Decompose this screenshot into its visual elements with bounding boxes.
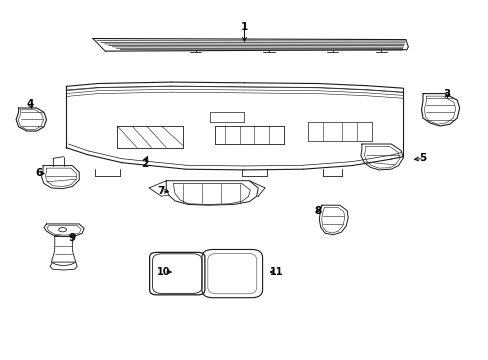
Text: 5: 5: [419, 153, 426, 163]
Text: 9: 9: [69, 233, 76, 243]
Text: 10: 10: [157, 267, 170, 277]
Text: 7: 7: [157, 186, 165, 196]
Text: 2: 2: [141, 159, 147, 169]
Text: 8: 8: [314, 206, 321, 216]
Text: 11: 11: [269, 267, 283, 277]
Text: 4: 4: [26, 99, 34, 109]
Text: 3: 3: [443, 89, 450, 99]
Text: 6: 6: [36, 168, 42, 178]
Text: 1: 1: [241, 22, 247, 32]
